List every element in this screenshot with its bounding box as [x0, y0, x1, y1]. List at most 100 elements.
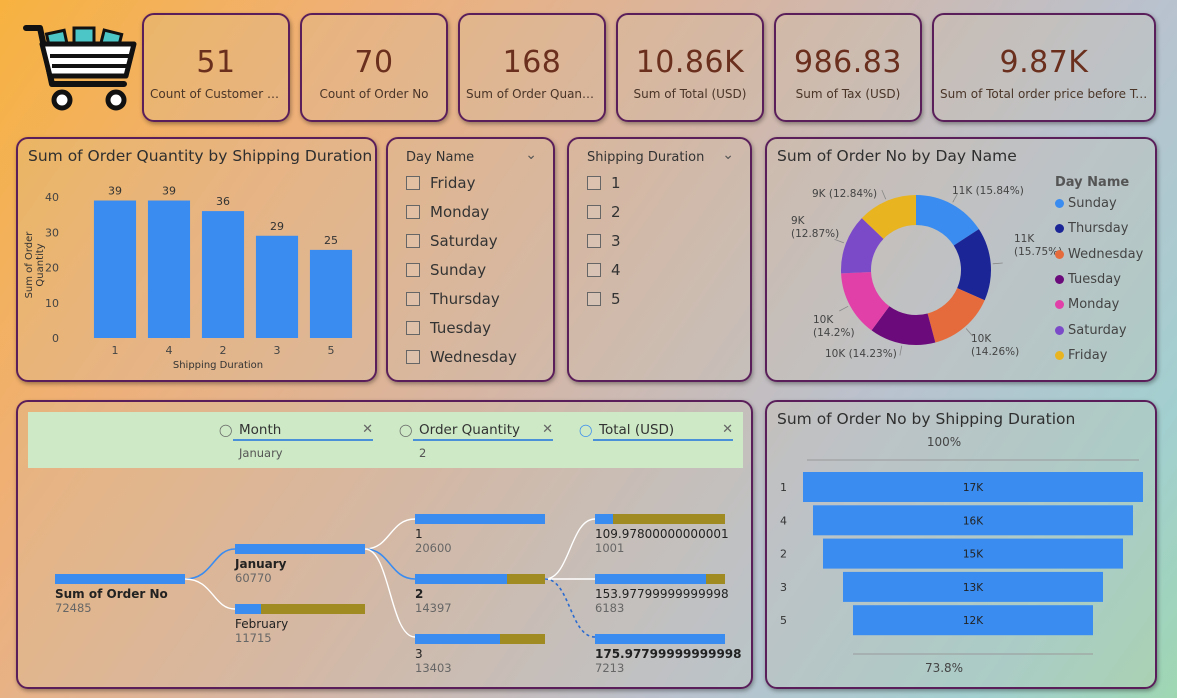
- donut-slice[interactable]: [841, 218, 884, 274]
- slicer-item[interactable]: 5: [587, 289, 621, 309]
- funnel-chart-title: Sum of Order No by Shipping Duration: [777, 410, 1076, 428]
- node-value: 14397: [415, 601, 452, 615]
- legend-marker: [1055, 350, 1064, 360]
- funnel-bar[interactable]: [843, 571, 1103, 602]
- legend-item[interactable]: Saturday: [1055, 323, 1127, 338]
- decomposition-tree-panel[interactable]: ◯ Month January ✕ ◯ Order Quantity 2 ✕ ◯…: [16, 400, 753, 689]
- tree-node-quantity-2[interactable]: 2 14397: [415, 574, 545, 615]
- close-icon[interactable]: ✕: [722, 422, 733, 437]
- y-tick-label: 0: [52, 332, 59, 345]
- chevron-down-icon[interactable]: ⌄: [525, 147, 537, 163]
- kpi-card-tax-usd[interactable]: 986.83 Sum of Tax (USD): [774, 13, 922, 122]
- checkbox[interactable]: [587, 292, 601, 306]
- lightbulb-icon: ◯: [399, 423, 413, 437]
- slicer-item[interactable]: 3: [587, 231, 621, 251]
- tree-node-total-1[interactable]: 109.97800000000001 1001: [595, 514, 729, 555]
- bar[interactable]: [309, 249, 353, 338]
- legend-marker: [1055, 224, 1064, 234]
- node-bar: [595, 514, 725, 524]
- tree-node-total-2[interactable]: 153.97799999999998 6183: [595, 574, 729, 615]
- node-bar-remainder: [507, 574, 545, 584]
- tree-node-quantity-1[interactable]: 1 20600: [415, 514, 545, 555]
- bar-chart-panel[interactable]: Sum of Order Quantity by Shipping Durati…: [16, 137, 377, 382]
- checkbox[interactable]: [587, 234, 601, 248]
- kpi-card-order-count[interactable]: 70 Count of Order No: [300, 13, 448, 122]
- slicer-item[interactable]: Sunday: [406, 260, 486, 280]
- checkbox[interactable]: [406, 234, 420, 248]
- bar[interactable]: [201, 211, 245, 338]
- chevron-down-icon[interactable]: ⌄: [722, 147, 734, 163]
- slicer-item[interactable]: 2: [587, 202, 621, 222]
- legend-item[interactable]: Tuesday: [1055, 272, 1121, 287]
- tree-node-total-3[interactable]: 175.97799999999998 7213: [595, 634, 742, 675]
- checkbox[interactable]: [406, 263, 420, 277]
- funnel-bar[interactable]: [853, 605, 1093, 636]
- x-tick-label: 2: [220, 344, 227, 357]
- bar-chart-title: Sum of Order Quantity by Shipping Durati…: [28, 147, 373, 165]
- checkbox[interactable]: [406, 205, 420, 219]
- x-tick-label: 4: [166, 344, 173, 357]
- donut-slice[interactable]: [927, 288, 985, 343]
- kpi-value: 51: [196, 45, 236, 80]
- bar[interactable]: [147, 200, 191, 338]
- checkbox[interactable]: [587, 205, 601, 219]
- donut-slice[interactable]: [841, 272, 890, 331]
- funnel-bar[interactable]: [813, 505, 1133, 536]
- kpi-label: Sum of Total (USD): [633, 87, 747, 101]
- connector: [184, 548, 236, 580]
- legend-item[interactable]: Thursday: [1055, 221, 1128, 236]
- node-bar: [595, 634, 725, 644]
- donut-slice[interactable]: [861, 195, 916, 239]
- close-icon[interactable]: ✕: [362, 422, 373, 437]
- kpi-card-order-quantity[interactable]: 168 Sum of Order Quantity: [458, 13, 606, 122]
- checkbox[interactable]: [587, 176, 601, 190]
- slicer-item[interactable]: 1: [587, 173, 621, 193]
- slice-label: (14.26%): [971, 346, 1019, 358]
- legend-item[interactable]: Friday: [1055, 348, 1107, 363]
- checkbox[interactable]: [406, 350, 420, 364]
- filter-order-quantity[interactable]: ◯ Order Quantity 2 ✕: [399, 422, 553, 460]
- kpi-card-total-usd[interactable]: 10.86K Sum of Total (USD): [616, 13, 764, 122]
- filter-name: Total (USD): [593, 422, 733, 441]
- slicer-item[interactable]: Monday: [406, 202, 489, 222]
- funnel-bar[interactable]: [803, 472, 1143, 502]
- node-bar-remainder: [261, 604, 365, 614]
- tree-node-january[interactable]: January 60770: [235, 544, 365, 585]
- slicer-item-label: 5: [611, 290, 621, 308]
- kpi-card-customer-count[interactable]: 51 Count of Customer N...: [142, 13, 290, 122]
- tree-node-february[interactable]: February 11715: [235, 604, 365, 645]
- slicer-item[interactable]: 4: [587, 260, 621, 280]
- day-name-slicer[interactable]: Day Name ⌄ Friday Monday Saturday Sunday…: [386, 137, 555, 382]
- kpi-value: 986.83: [794, 45, 902, 80]
- checkbox[interactable]: [587, 263, 601, 277]
- slicer-item[interactable]: Friday: [406, 173, 475, 193]
- checkbox[interactable]: [406, 292, 420, 306]
- slicer-item[interactable]: Thursday: [406, 289, 500, 309]
- filter-total-usd[interactable]: ◯ Total (USD) ✕: [579, 422, 733, 446]
- funnel-bar[interactable]: [823, 538, 1123, 569]
- checkbox[interactable]: [406, 176, 420, 190]
- kpi-card-price-before-tax[interactable]: 9.87K Sum of Total order price before Ta…: [932, 13, 1156, 122]
- tree-node-quantity-3[interactable]: 3 13403: [415, 634, 545, 675]
- slicer-item[interactable]: Tuesday: [406, 318, 491, 338]
- tree-node-root[interactable]: Sum of Order No 72485: [55, 574, 185, 615]
- filter-month[interactable]: ◯ Month January ✕: [219, 422, 373, 460]
- donut-slice[interactable]: [871, 306, 936, 345]
- close-icon[interactable]: ✕: [542, 422, 553, 437]
- funnel-chart-panel[interactable]: Sum of Order No by Shipping Duration 100…: [765, 400, 1157, 689]
- bar[interactable]: [93, 200, 137, 338]
- leader-line: [839, 305, 849, 312]
- shipping-duration-slicer[interactable]: Shipping Duration ⌄ 1 2 3 4 5: [567, 137, 752, 382]
- legend-item[interactable]: Monday: [1055, 297, 1119, 312]
- legend-label: Wednesday: [1068, 246, 1144, 262]
- slicer-item[interactable]: Saturday: [406, 231, 498, 251]
- legend-item[interactable]: Wednesday: [1055, 247, 1143, 262]
- node-value: 13403: [415, 661, 452, 675]
- donut-slice[interactable]: [916, 195, 979, 246]
- donut-slice[interactable]: [953, 229, 991, 301]
- bar[interactable]: [255, 235, 299, 338]
- checkbox[interactable]: [406, 321, 420, 335]
- donut-chart-panel[interactable]: Sum of Order No by Day Name 11K (15.84%)…: [765, 137, 1157, 382]
- slicer-item[interactable]: Wednesday: [406, 347, 517, 367]
- legend-item[interactable]: Sunday: [1055, 196, 1117, 211]
